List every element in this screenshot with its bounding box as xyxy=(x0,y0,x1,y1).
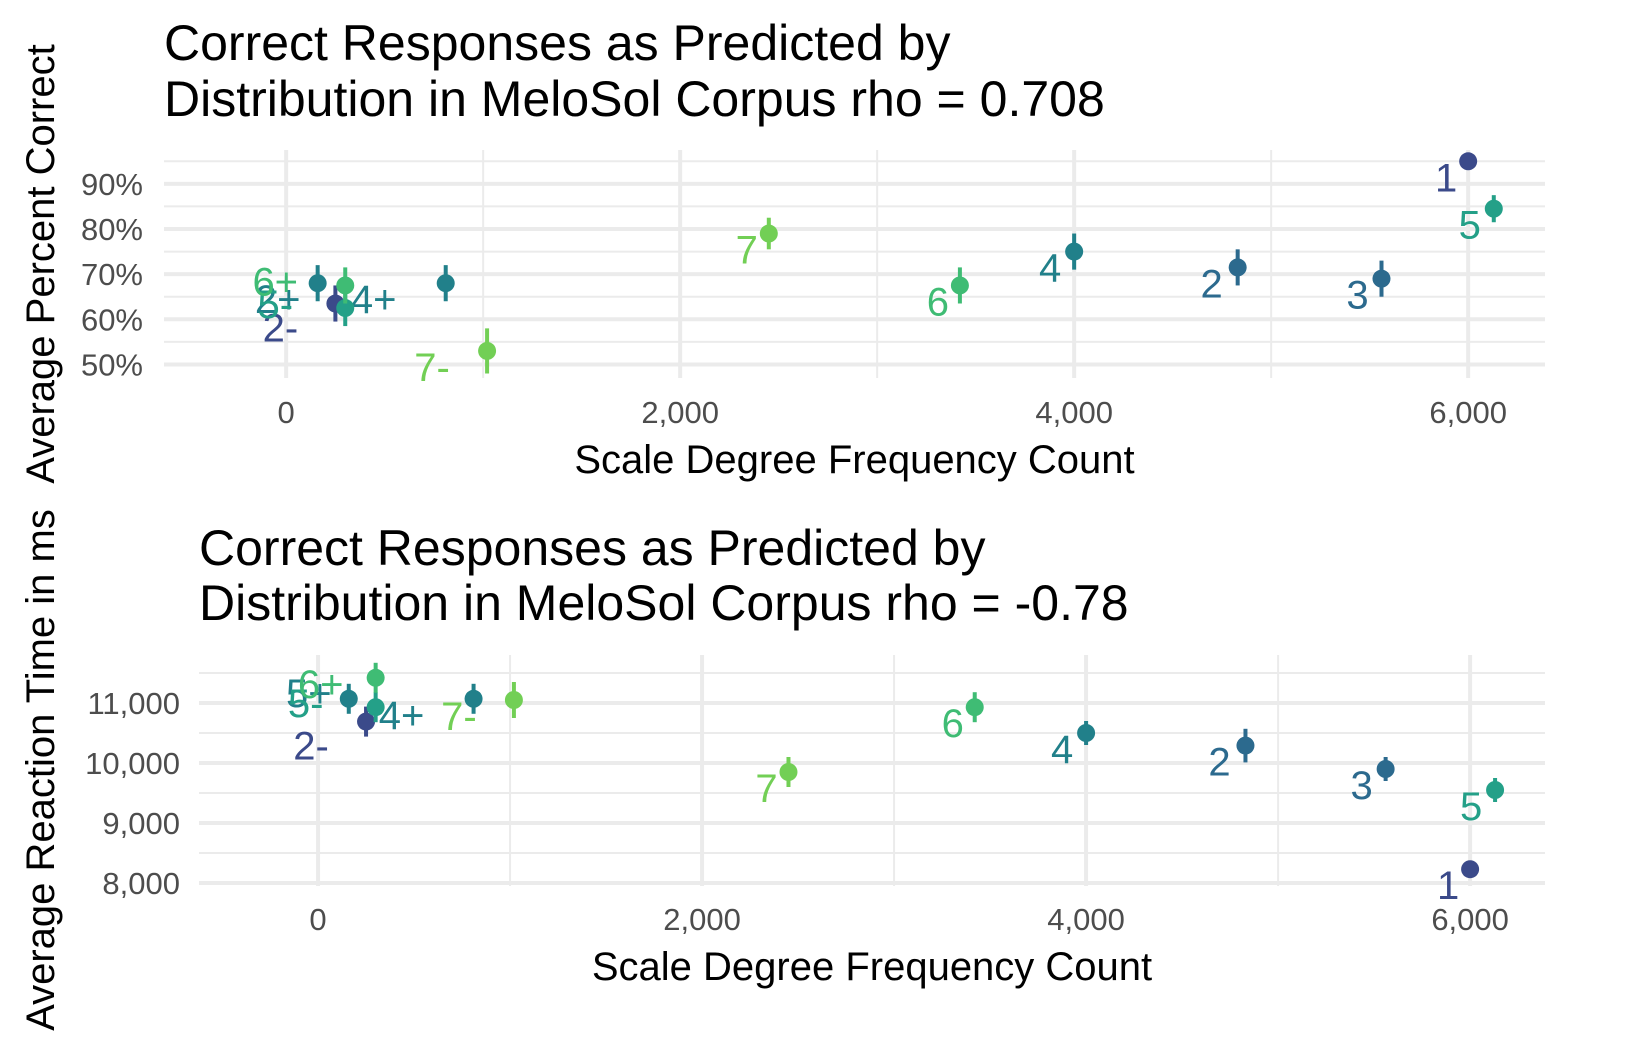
point-label: 1 xyxy=(1437,864,1459,908)
data-point xyxy=(1077,724,1096,742)
x-tick-label: 4,000 xyxy=(1035,395,1113,430)
data-point xyxy=(366,668,385,687)
data-point xyxy=(1486,781,1505,799)
data-point xyxy=(339,689,358,708)
point-label: 5+ xyxy=(286,672,332,716)
point-label: 1 xyxy=(1435,156,1457,200)
x-tick-label: 6,000 xyxy=(1431,902,1509,937)
point-label: 2- xyxy=(263,307,299,351)
point-label: 3 xyxy=(1351,764,1373,808)
y-tick-label: 60% xyxy=(81,302,143,337)
chart-title-line: Distribution in MeloSol Corpus rho = -0.… xyxy=(199,575,1129,631)
chart-panel-2: 0 2,000 4,000 6,000 8,000 9,000 10,000 11,000 Co… xyxy=(85,520,1545,989)
data-point xyxy=(308,274,327,293)
point-label: 7 xyxy=(755,767,777,811)
point-label: 4 xyxy=(1051,728,1073,772)
data-point xyxy=(336,276,355,295)
point-label: 4+ xyxy=(379,694,425,738)
y-axis-title: Average Percent Correct xyxy=(19,44,63,483)
data-point xyxy=(965,698,984,717)
data-point xyxy=(478,341,497,360)
point-label: 5 xyxy=(1460,785,1482,829)
point-label: 4 xyxy=(1039,247,1061,291)
data-point xyxy=(950,276,969,295)
x-axis-title: Scale Degree Frequency Count xyxy=(574,438,1134,482)
chart-panel-1: 0 2,000 4,000 6,000 50% 60% 70% 80% 90% Correct R… xyxy=(81,15,1545,482)
point-label: 6 xyxy=(942,702,964,746)
x-tick-label: 6,000 xyxy=(1429,395,1507,430)
data-point xyxy=(464,689,483,708)
point-label: 2 xyxy=(1201,262,1223,306)
point-label: 5- xyxy=(288,682,324,726)
y-tick-label: 70% xyxy=(81,257,143,292)
x-axis-title: Scale Degree Frequency Count xyxy=(592,945,1152,989)
x-tick-label: 0 xyxy=(309,902,326,937)
point-label: 7 xyxy=(736,229,758,273)
data-point xyxy=(1228,258,1247,277)
y-tick-label: 10,000 xyxy=(85,746,180,781)
data-point xyxy=(1461,860,1480,879)
chart-title-line: Distribution in MeloSol Corpus rho = 0.7… xyxy=(164,71,1105,127)
point-label: 6+ xyxy=(298,663,344,707)
data-point xyxy=(504,691,523,709)
data-point xyxy=(336,299,355,318)
point-label: 2+ xyxy=(255,278,301,322)
x-tick-label: 0 xyxy=(278,395,295,430)
data-point xyxy=(1236,736,1255,755)
point-label: 7- xyxy=(414,346,450,390)
data-point xyxy=(1376,760,1395,778)
y-tick-label: 90% xyxy=(81,167,143,202)
y-tick-label: 8,000 xyxy=(102,866,180,901)
point-label: 4+ xyxy=(351,278,397,322)
y-tick-label: 9,000 xyxy=(102,806,180,841)
x-tick-label: 4,000 xyxy=(1047,902,1125,937)
data-point xyxy=(779,763,798,781)
data-point xyxy=(1065,242,1084,261)
x-tick-label: 2,000 xyxy=(663,902,741,937)
y-axis-title: Average Reaction Time in ms xyxy=(19,509,63,1031)
point-label: 6+ xyxy=(252,260,298,304)
data-point xyxy=(366,698,385,717)
y-tick-label: 11,000 xyxy=(87,686,180,721)
point-label: 3 xyxy=(1346,274,1368,318)
data-point xyxy=(1372,269,1391,288)
point-label: 5 xyxy=(1459,204,1481,248)
y-tick-label: 80% xyxy=(81,212,143,247)
x-tick-label: 2,000 xyxy=(641,395,719,430)
y-tick-label: 50% xyxy=(81,347,143,382)
data-point xyxy=(357,712,376,731)
data-point xyxy=(1484,199,1503,218)
chart-title-line: Correct Responses as Predicted by xyxy=(199,520,985,576)
data-point xyxy=(436,274,455,293)
point-label: 6 xyxy=(927,280,949,324)
point-label: 7- xyxy=(441,695,477,739)
chart-title-line: Correct Responses as Predicted by xyxy=(164,15,950,71)
point-label: 2 xyxy=(1208,741,1230,785)
point-label: 5- xyxy=(257,283,293,327)
data-point xyxy=(1459,152,1478,171)
point-label: 2- xyxy=(293,725,329,769)
data-point xyxy=(759,224,778,243)
